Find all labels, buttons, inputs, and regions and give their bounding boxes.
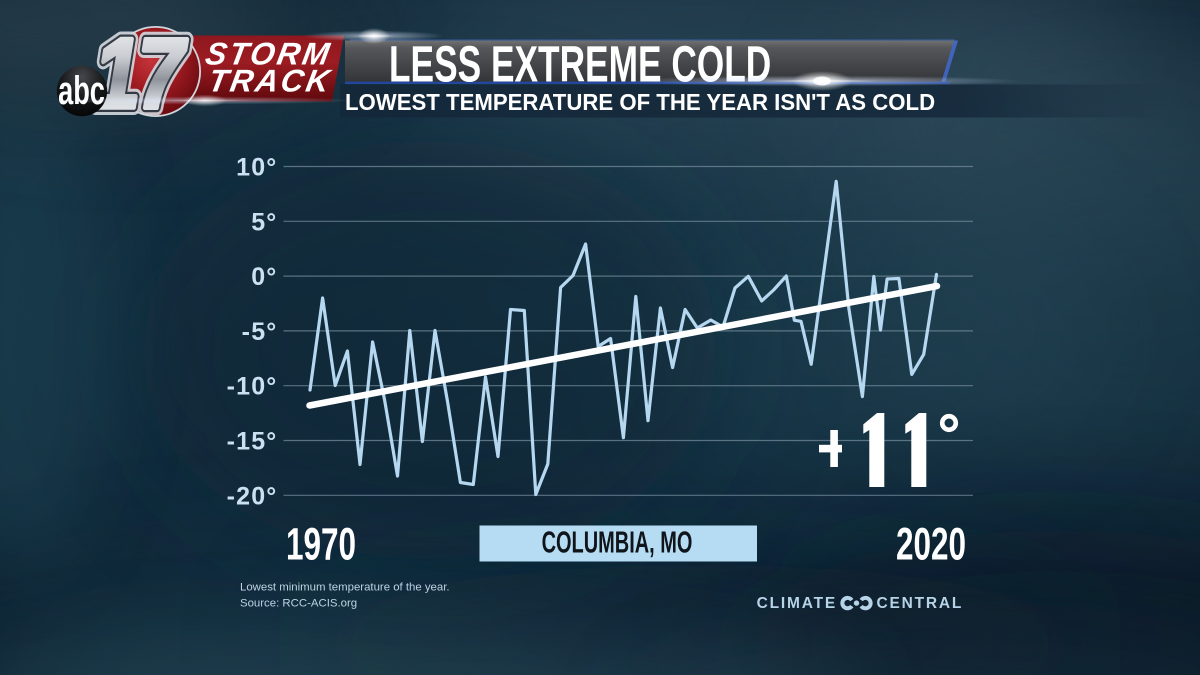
svg-text:TRACK: TRACK bbox=[206, 63, 335, 99]
svg-text:10°: 10° bbox=[236, 154, 277, 182]
svg-text:Source: RCC-ACIS.org: Source: RCC-ACIS.org bbox=[240, 598, 357, 610]
svg-text:-10°: -10° bbox=[227, 373, 278, 401]
svg-text:-15°: -15° bbox=[227, 428, 278, 456]
svg-text:CLIMATE: CLIMATE bbox=[757, 595, 837, 612]
svg-text:STORM: STORM bbox=[203, 36, 335, 72]
svg-text:5°: 5° bbox=[251, 208, 277, 236]
svg-text:COLUMBIA, MO: COLUMBIA, MO bbox=[542, 526, 693, 559]
svg-text:17: 17 bbox=[94, 19, 188, 129]
svg-text:2020: 2020 bbox=[896, 520, 966, 570]
svg-text:17: 17 bbox=[94, 19, 188, 129]
svg-text:-5°: -5° bbox=[242, 318, 278, 346]
svg-text:Lowest minimum temperature of: Lowest minimum temperature of the year. bbox=[240, 582, 450, 594]
svg-text:-20°: -20° bbox=[227, 482, 278, 510]
svg-text:0°: 0° bbox=[251, 263, 277, 291]
svg-text:17: 17 bbox=[94, 19, 188, 129]
svg-text:1970: 1970 bbox=[286, 520, 356, 570]
svg-text:CENTRAL: CENTRAL bbox=[877, 595, 964, 612]
svg-text:abc: abc bbox=[58, 69, 105, 113]
svg-text:LOWEST TEMPERATURE OF THE YEAR: LOWEST TEMPERATURE OF THE YEAR ISN'T AS … bbox=[345, 88, 935, 115]
